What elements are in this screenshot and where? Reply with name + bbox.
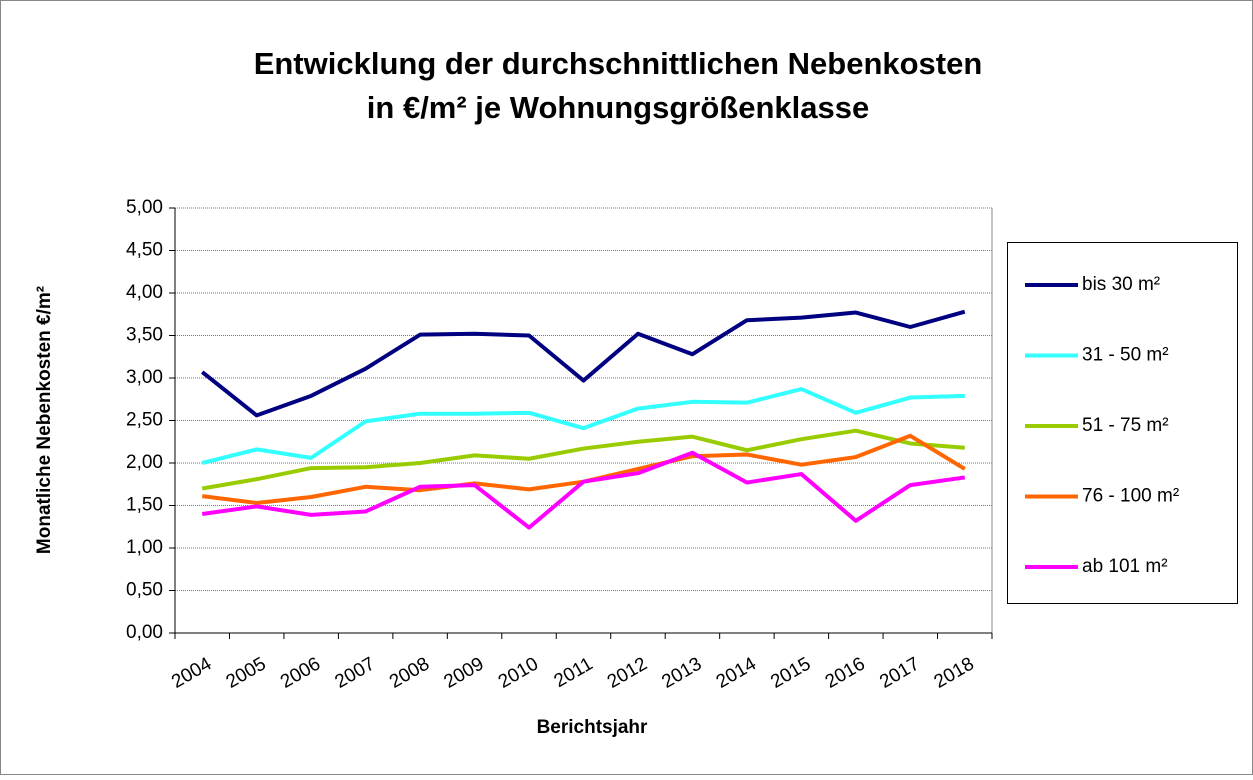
series-line: [201, 387, 965, 465]
y-tick-label: 4,50: [126, 240, 163, 261]
y-tick-label: 5,00: [126, 197, 163, 218]
series-line: [201, 428, 965, 491]
legend-label: bis 30 m²: [1082, 274, 1160, 295]
legend-label: 51 - 75 m²: [1082, 415, 1169, 436]
y-tick-label: 1,00: [126, 537, 163, 558]
y-tick-label: 3,50: [126, 325, 163, 346]
legend-label: 31 - 50 m²: [1082, 345, 1169, 366]
y-axis-label: Monatliche Nebenkosten €/m²: [34, 286, 55, 554]
series-line: [200, 309, 966, 418]
y-tick-label: 3,00: [126, 367, 163, 388]
series-line: [201, 450, 966, 530]
y-tick-label: 2,50: [126, 410, 163, 431]
chart-title: in €/m² je Wohnungsgrößenklasse: [367, 90, 869, 125]
legend-label: 76 - 100 m²: [1082, 486, 1179, 507]
legend-label: ab 101 m²: [1082, 556, 1168, 577]
legend-box: [1007, 242, 1238, 604]
y-tick-label: 4,00: [126, 282, 163, 303]
y-tick-label: 2,00: [126, 452, 163, 473]
chart-title: Entwicklung der durchschnittlichen Neben…: [254, 46, 983, 81]
y-tick-label: 1,50: [126, 495, 163, 516]
y-tick-label: 0,50: [126, 580, 163, 601]
x-axis-label: Berichtsjahr: [537, 717, 648, 738]
y-tick-label: 0,00: [126, 622, 163, 643]
